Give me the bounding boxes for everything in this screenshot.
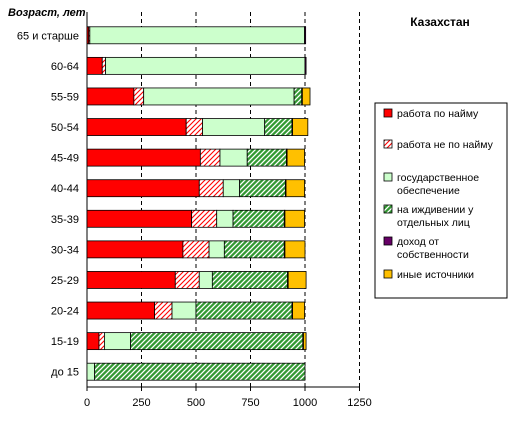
bar-segment-6 [292, 118, 309, 136]
bar-segment-3 [219, 148, 248, 167]
bar-segment-6 [286, 148, 305, 167]
bar-segment-5 [304, 26, 307, 45]
category-label: 25-29 [51, 275, 79, 287]
bar-segment-3 [171, 301, 197, 320]
legend-swatch [383, 108, 393, 118]
bar-segment-1 [86, 179, 200, 198]
category-label: 15-19 [51, 336, 79, 348]
category-label: 65 и старше [17, 30, 79, 42]
category-labels: 65 и старше 60-64 55-59 50-54 45-49 40-44 35-3… [17, 30, 79, 378]
legend-label: на иждивении у отдельных лиц [397, 204, 474, 229]
bar-segment-3 [202, 118, 266, 136]
x-tick-label: 1250 [347, 397, 371, 409]
category-label: 40-44 [51, 183, 79, 195]
bar-segment-4 [94, 362, 306, 381]
bar-segment-6 [284, 209, 305, 228]
category-label: 50-54 [51, 122, 79, 134]
category-label: 60-64 [51, 61, 79, 73]
bar-segment-3 [143, 87, 295, 106]
bar-segment-3 [105, 56, 306, 75]
legend-box [374, 102, 508, 299]
bar-segment-3 [198, 271, 213, 289]
bar-segment-4 [223, 240, 285, 259]
category-label: до 15 [51, 367, 79, 379]
bar-segment-2 [101, 56, 106, 75]
bar-segment-3 [208, 240, 225, 259]
bar-segment-2 [174, 271, 200, 289]
bar-segment-1 [86, 148, 201, 167]
bar-segment-2 [182, 240, 210, 259]
category-label: 30-34 [51, 244, 79, 256]
bar-segment-4 [264, 118, 293, 136]
legend-swatch [383, 139, 393, 149]
category-label: 55-59 [51, 91, 79, 103]
category-label: 45-49 [51, 153, 79, 165]
legend-swatch [383, 269, 393, 279]
category-label: 35-39 [51, 214, 79, 226]
bar-segment-3 [104, 332, 132, 351]
bar-segment-6 [303, 332, 307, 351]
bar-segment-4 [211, 271, 288, 289]
legend-swatch [383, 236, 393, 246]
bar-segment-3 [89, 26, 305, 45]
x-tick-label: 750 [241, 397, 259, 409]
bar-segment-1 [86, 209, 193, 228]
bar-segment-2 [154, 301, 173, 320]
bar-segment-4 [246, 148, 287, 167]
legend-label: государственное обеспечение [397, 172, 479, 197]
chart-title: Казахстан [410, 15, 470, 29]
bar-segment-1 [86, 271, 176, 289]
legend-swatch [383, 204, 393, 214]
bar-segment-6 [287, 271, 307, 289]
bar-segment-2 [98, 332, 105, 351]
bar-segment-4 [239, 179, 286, 198]
bar-segment-1 [86, 240, 184, 259]
legend: работа по найму работа не по найму государ… [374, 102, 508, 299]
bar-segment-2 [185, 118, 203, 136]
bar-segment-1 [86, 118, 187, 136]
category-label: 20-24 [51, 306, 79, 318]
bar-segment-3 [222, 179, 241, 198]
bar-segment-4 [195, 301, 293, 320]
bar-segment-1 [86, 56, 103, 75]
bars [86, 26, 311, 381]
x-tick-label: 500 [187, 397, 205, 409]
x-tick-label: 1000 [293, 397, 317, 409]
bar-segment-6 [301, 87, 311, 106]
x-tick-label: 250 [132, 397, 150, 409]
bar-segment-4 [293, 87, 303, 106]
legend-swatch [383, 172, 393, 182]
bar-segment-1 [86, 87, 135, 106]
bar-segment-1 [86, 332, 100, 351]
bar-segment-6 [284, 240, 306, 259]
bar-segment-3 [216, 209, 234, 228]
bar-segment-5 [304, 56, 307, 75]
legend-label: работа по найму [397, 108, 479, 120]
bar-segment-2 [133, 87, 145, 106]
y-axis-title: Возраст, лет [8, 7, 86, 19]
legend-label: доход от собственности [397, 236, 469, 261]
legend-label: работа не по найму [397, 139, 494, 151]
bar-segment-3 [86, 362, 96, 381]
bar-segment-2 [199, 148, 221, 167]
x-tick-label: 0 [84, 397, 90, 409]
bar-segment-4 [232, 209, 285, 228]
bar-segment-4 [130, 332, 304, 351]
bar-segment-2 [198, 179, 224, 198]
bar-segment-1 [86, 301, 155, 320]
legend-label: иные источники [397, 269, 474, 281]
bar-segment-6 [292, 301, 305, 320]
bar-segment-6 [285, 179, 305, 198]
bar-segment-2 [191, 209, 218, 228]
